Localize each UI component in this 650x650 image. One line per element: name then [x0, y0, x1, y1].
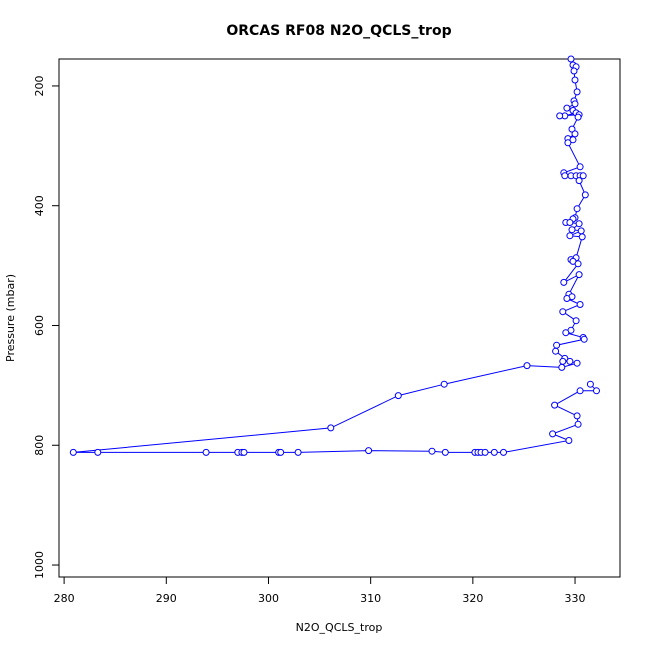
data-point — [559, 308, 567, 316]
data-point — [94, 448, 102, 456]
data-point — [294, 448, 302, 456]
y-axis-label: Pressure (mbar) — [4, 274, 17, 362]
data-point — [481, 448, 489, 456]
data-point — [573, 359, 581, 367]
data-point — [580, 335, 588, 343]
y-tick-label: 200 — [33, 75, 46, 96]
data-point — [575, 177, 583, 185]
data-point — [566, 357, 574, 365]
chart-title: ORCAS RF08 N2O_QCLS_trop — [226, 23, 451, 39]
x-tick-label: 300 — [258, 592, 279, 605]
data-point — [570, 67, 578, 75]
y-tick-label: 400 — [33, 195, 46, 216]
data-point — [552, 347, 560, 355]
x-tick-label: 280 — [54, 592, 75, 605]
data-point — [567, 55, 575, 63]
data-point — [549, 430, 557, 438]
data-point — [574, 420, 582, 428]
data-point — [573, 88, 581, 96]
data-point — [576, 163, 584, 171]
data-point — [553, 341, 561, 349]
y-tick-label: 600 — [33, 315, 46, 336]
y-axis: 200 400 600 800 1000 — [33, 75, 60, 579]
x-tick-label: 290 — [156, 592, 177, 605]
data-point — [566, 232, 574, 240]
data-point — [441, 448, 449, 456]
data-point — [564, 139, 572, 147]
series-line — [73, 58, 598, 453]
data-point — [327, 424, 335, 432]
x-tick-label: 320 — [462, 592, 483, 605]
data-point — [571, 130, 579, 138]
data-point — [440, 380, 448, 388]
data-point — [581, 191, 589, 199]
data-point — [576, 301, 584, 308]
data-point — [572, 317, 580, 325]
data-point — [575, 271, 583, 279]
data-point — [428, 447, 436, 455]
data-point — [568, 226, 576, 234]
data-point — [566, 219, 574, 226]
x-tick-label: 330 — [565, 592, 586, 605]
data-point — [561, 172, 569, 180]
data-point — [574, 260, 582, 268]
data-point — [593, 387, 600, 395]
data-point — [569, 136, 577, 144]
x-tick-label: 310 — [360, 592, 381, 605]
plot-area: 280 290 300 310 320 330 200 400 600 800 1000 — [33, 55, 621, 605]
data-point — [573, 412, 581, 420]
data-point — [576, 387, 584, 395]
data-point — [575, 220, 583, 228]
data-point — [69, 448, 77, 456]
data-point — [500, 448, 507, 456]
y-tick-label: 1000 — [33, 551, 46, 579]
y-tick-label: 800 — [33, 435, 46, 456]
x-axis: 280 290 300 310 320 330 — [54, 576, 586, 605]
data-point — [365, 447, 373, 455]
data-point — [523, 362, 531, 370]
data-point — [558, 363, 566, 371]
data-point — [562, 329, 570, 337]
data-point — [574, 113, 582, 121]
data-point — [490, 448, 498, 456]
series-points — [69, 55, 600, 456]
data-point — [577, 227, 585, 235]
data-point — [277, 448, 285, 456]
data-point — [556, 112, 564, 120]
data-point — [563, 104, 571, 112]
data-point — [551, 401, 559, 409]
data-point — [563, 295, 571, 302]
data-point — [571, 100, 579, 108]
data-point — [573, 205, 581, 213]
data-point — [394, 392, 402, 400]
plot-frame — [58, 58, 621, 578]
data-point — [579, 172, 587, 180]
data-point — [571, 76, 579, 84]
data-point — [202, 448, 210, 456]
data-point — [586, 380, 594, 388]
data-point — [578, 233, 586, 241]
data-point — [559, 357, 567, 365]
data-point — [560, 278, 568, 286]
data-point — [565, 437, 573, 444]
x-axis-label: N2O_QCLS_trop — [296, 621, 383, 634]
data-point — [240, 448, 248, 456]
